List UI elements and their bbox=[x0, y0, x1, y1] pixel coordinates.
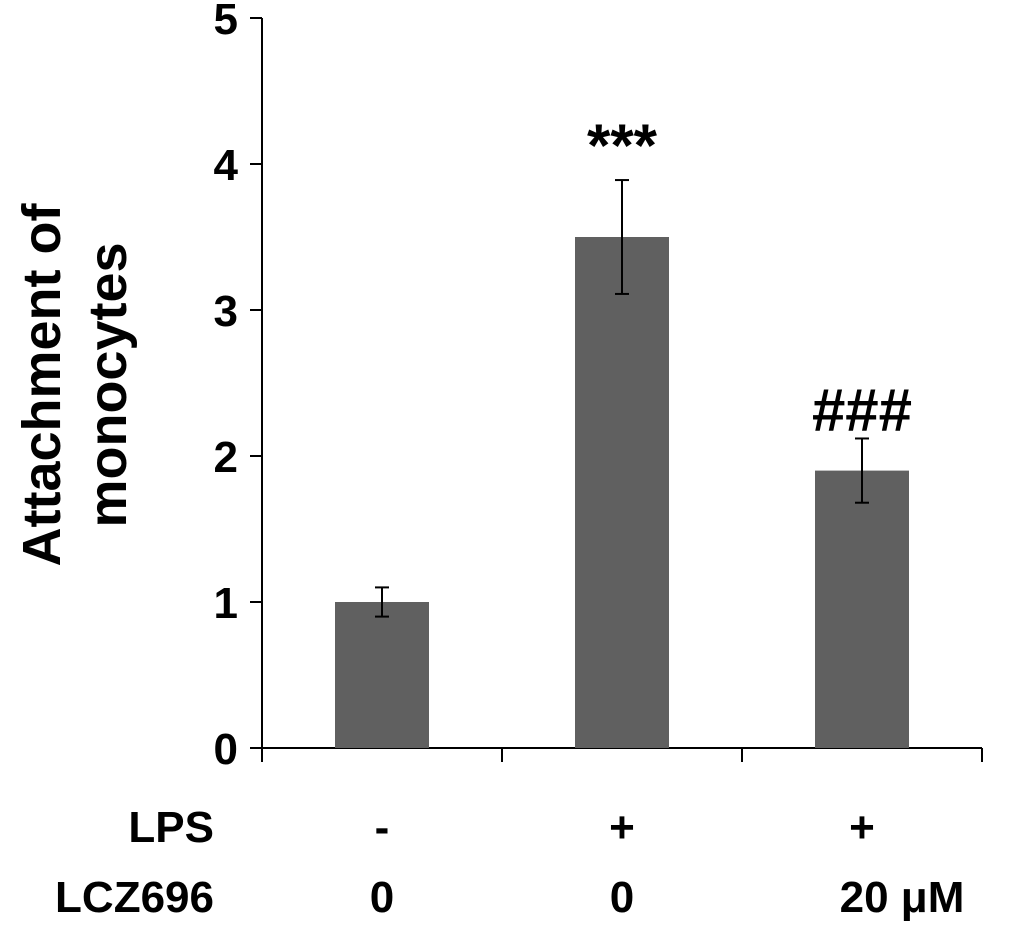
y-tick-label: 1 bbox=[214, 579, 238, 628]
y-tick-label: 3 bbox=[214, 287, 238, 336]
condition-value: 20 μM bbox=[840, 873, 965, 922]
y-axis-title-line: Attachment of bbox=[12, 202, 72, 566]
condition-row-label: LCZ696 bbox=[55, 873, 214, 922]
bar bbox=[335, 602, 429, 748]
significance-label: *** bbox=[587, 112, 658, 179]
y-axis-title: Attachment of monocytes bbox=[12, 202, 138, 566]
condition-value: + bbox=[849, 803, 875, 852]
condition-table: LPS - + + LCZ696 0 0 20 μM bbox=[55, 803, 964, 922]
y-axis-ticks: 0 1 2 3 4 5 bbox=[214, 0, 262, 774]
bar bbox=[815, 470, 909, 748]
condition-value: + bbox=[609, 803, 635, 852]
y-axis-title-line: monocytes bbox=[78, 242, 138, 527]
y-tick-label: 4 bbox=[214, 141, 239, 190]
condition-value: 0 bbox=[610, 873, 634, 922]
significance-label: ### bbox=[812, 376, 912, 443]
y-tick-label: 2 bbox=[214, 433, 238, 482]
y-axis-label: Attachment of monocytes bbox=[12, 202, 138, 566]
bar bbox=[575, 237, 669, 748]
condition-value: 0 bbox=[370, 873, 394, 922]
y-tick-label: 0 bbox=[214, 725, 238, 774]
y-tick-label: 5 bbox=[214, 0, 238, 44]
condition-row-label: LPS bbox=[128, 803, 214, 852]
condition-value: - bbox=[375, 803, 390, 852]
bars: *** ### bbox=[335, 112, 912, 748]
